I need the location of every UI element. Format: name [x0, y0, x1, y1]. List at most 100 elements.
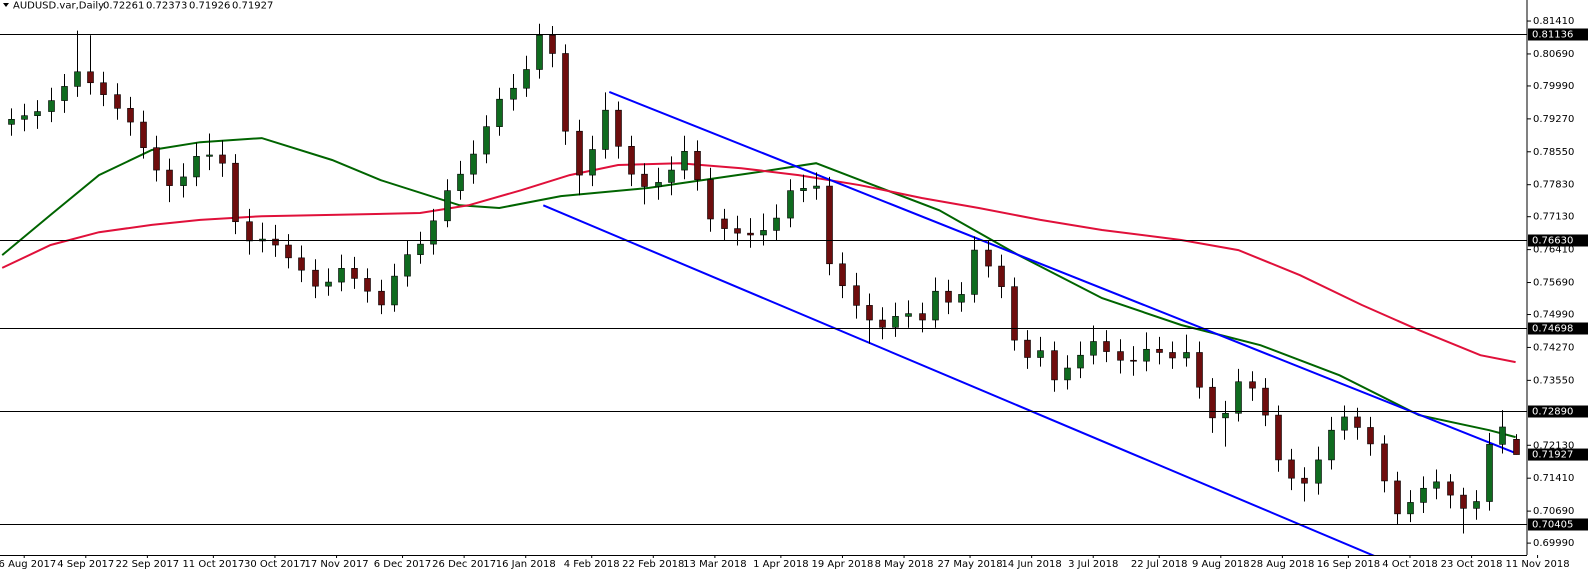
candle-body [298, 257, 305, 271]
candle-body [1262, 387, 1269, 416]
candle-body [285, 244, 292, 259]
candle-body [1117, 351, 1124, 361]
candle-body [523, 69, 530, 89]
candle-body [760, 230, 767, 236]
y-tick-label: 0.75690 [1533, 278, 1574, 289]
candle-body [945, 290, 952, 303]
candle-body [971, 249, 978, 295]
candle-body [1143, 348, 1150, 362]
x-tick-label: 22 Feb 2018 [622, 559, 684, 570]
candle-body [483, 126, 490, 155]
candle-body [813, 185, 820, 189]
candle-body [61, 86, 68, 101]
y-tick-label: 0.70690 [1533, 506, 1574, 517]
x-tick-label: 19 Apr 2018 [812, 559, 874, 570]
candle-body [853, 285, 860, 306]
candle-body [905, 313, 912, 317]
candle-body [404, 254, 411, 277]
candle-body [628, 145, 635, 175]
candle-body [1196, 352, 1203, 388]
y-tick-label: 0.77830 [1533, 180, 1574, 191]
y-tick-label: 0.78550 [1533, 147, 1574, 158]
candle-body [1499, 426, 1506, 445]
candle-body [1447, 481, 1454, 496]
candle-body [444, 190, 451, 222]
candle-body [1156, 348, 1163, 353]
candle-body [958, 294, 965, 303]
candle-body [1328, 429, 1335, 461]
candle-body [272, 238, 279, 246]
candle-body [114, 94, 121, 109]
current-price-label: 0.71927 [1532, 450, 1573, 461]
candle-body [1037, 350, 1044, 358]
candle-body [536, 34, 543, 70]
candle-body [1249, 381, 1256, 389]
x-tick-label: 4 Oct 2018 [1382, 559, 1437, 570]
candle-body [312, 269, 319, 287]
candle-body [1288, 459, 1295, 479]
candle-body [1103, 341, 1110, 352]
candle-body [180, 176, 187, 186]
level-label: 0.76630 [1532, 236, 1573, 247]
candle-body [1024, 339, 1031, 358]
candle-body [576, 130, 583, 176]
candle-body [1130, 359, 1137, 362]
candle-body [1183, 352, 1190, 359]
candle-body [1090, 341, 1097, 356]
candle-body [246, 221, 253, 242]
candle-body [1169, 352, 1176, 359]
x-tick-label: 16 Sep 2018 [1317, 559, 1380, 570]
candle-body [219, 154, 226, 164]
candle-body [1011, 286, 1018, 341]
candle-body [364, 278, 371, 292]
ohlc-low: 0.71926 [189, 1, 230, 12]
candle-body [100, 82, 107, 95]
level-label: 0.81136 [1532, 30, 1573, 41]
y-tick-label: 0.69990 [1533, 538, 1574, 549]
candle-body [232, 162, 239, 223]
candle-body [655, 182, 662, 187]
x-tick-label: 16 Jan 2018 [496, 559, 556, 570]
candle-body [932, 290, 939, 321]
candle-body [985, 249, 992, 267]
y-tick-label: 0.77130 [1533, 212, 1574, 223]
candle-body [325, 281, 332, 287]
candle-body [1354, 416, 1361, 428]
ohlc-high: 0.72373 [146, 1, 187, 12]
ohlc-open: 0.72261 [103, 1, 144, 12]
collapse-icon [3, 3, 9, 7]
x-tick-label: 8 May 2018 [875, 559, 934, 570]
x-tick-label: 9 Aug 2018 [1192, 559, 1250, 570]
candle-body [549, 34, 556, 54]
candle-body [338, 268, 345, 283]
candle-body [773, 217, 780, 231]
x-tick-label: 1 Apr 2018 [753, 559, 808, 570]
y-tick-label: 0.72130 [1533, 440, 1574, 451]
candle-body [1301, 477, 1308, 484]
candle-body [681, 151, 688, 171]
level-label-box [1528, 28, 1588, 41]
candle-body [879, 319, 886, 328]
x-tick-label: 11 Nov 2018 [1506, 559, 1570, 570]
x-tick-label: 16 Aug 2017 [0, 559, 56, 570]
y-tick-label: 0.80690 [1533, 49, 1574, 60]
ohlc-close: 0.71927 [232, 1, 273, 12]
level-label: 0.72890 [1532, 407, 1573, 418]
x-tick-label: 26 Dec 2017 [432, 559, 496, 570]
candle-body [734, 228, 741, 234]
candle-body [1064, 367, 1071, 381]
candle-body [1051, 350, 1058, 381]
candle-body [787, 190, 794, 219]
indicator-line [542, 204, 1375, 555]
candle-body [510, 87, 517, 100]
candle-body [694, 151, 701, 180]
candle-body [470, 153, 477, 175]
candle-body [1222, 412, 1229, 419]
candle-body [1341, 416, 1348, 431]
x-tick-label: 22 Sep 2017 [116, 559, 179, 570]
candle-body [589, 149, 596, 176]
level-label: 0.70405 [1532, 520, 1573, 531]
candle-body [74, 71, 81, 87]
candle-body [839, 263, 846, 287]
